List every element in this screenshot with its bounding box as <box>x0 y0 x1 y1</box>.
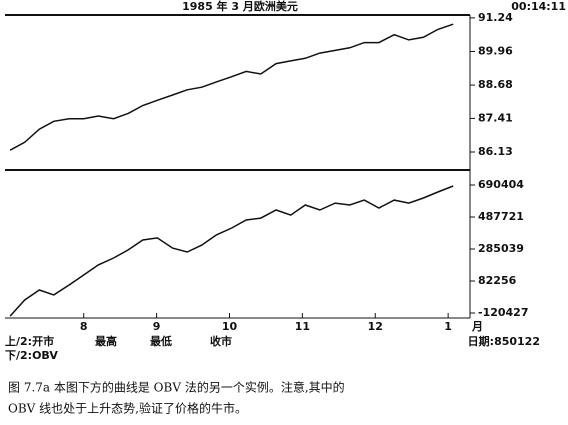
y-tick-label: 285039 <box>478 242 524 255</box>
x-tick-label: 12 <box>368 320 383 333</box>
y-tick-label: 487721 <box>478 210 524 223</box>
y-tick-label: 82256 <box>478 274 517 287</box>
caption: OBV 线也处于上升态势,验证了价格的牛市。 <box>8 401 247 416</box>
legend-text: 收市 <box>210 334 232 348</box>
x-tick-label: 10 <box>222 320 238 333</box>
data-line <box>9 185 454 317</box>
date: 日期:850122 <box>468 334 540 348</box>
time: 00:14:11 <box>511 0 566 13</box>
y-tick-label: 89.96 <box>478 44 513 57</box>
x-tick-label: 9 <box>153 320 161 333</box>
legend-text: 最低 <box>150 334 172 348</box>
data-line <box>9 23 454 151</box>
caption: 图 7.7a 本图下方的曲线是 OBV 法的另一个实例。注意,其中的 <box>8 380 345 395</box>
x-tick-label: 1 <box>444 320 452 333</box>
y-tick-label: 91.24 <box>478 11 513 24</box>
legend-text: 下/2:OBV <box>5 349 58 362</box>
x-axis-label: 月 <box>471 320 483 333</box>
x-tick-label: 11 <box>295 320 310 333</box>
y-tick-label: 88.68 <box>478 78 513 91</box>
y-tick-label: -120427 <box>478 306 529 319</box>
legend-text: 最高 <box>95 334 117 348</box>
y-tick-label: 690404 <box>478 178 524 191</box>
y-tick-label: 87.41 <box>478 111 513 124</box>
legend-text: 上/2:开市 <box>5 334 54 348</box>
x-tick-label: 8 <box>80 320 88 333</box>
y-tick-label: 86.13 <box>478 145 513 158</box>
chart-title: 1985 年 3 月欧洲美元 <box>182 0 298 13</box>
